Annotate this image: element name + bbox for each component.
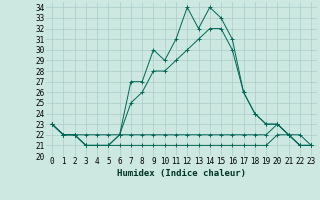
X-axis label: Humidex (Indice chaleur): Humidex (Indice chaleur) [117,169,246,178]
